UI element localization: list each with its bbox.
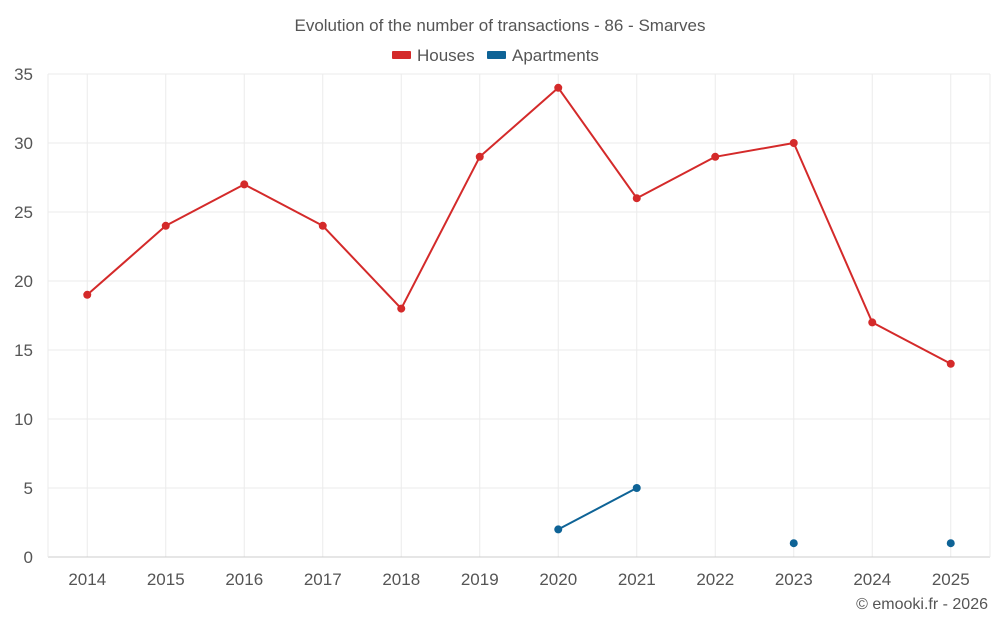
legend-swatch bbox=[487, 51, 506, 59]
x-tick-label: 2022 bbox=[696, 570, 734, 589]
point-apartments-2021[interactable] bbox=[632, 484, 641, 492]
x-tick-label: 2015 bbox=[147, 570, 185, 589]
legend-item-houses[interactable]: Houses bbox=[392, 46, 475, 65]
legend-item-apartments[interactable]: Apartments bbox=[487, 46, 599, 65]
y-tick-label: 25 bbox=[14, 203, 33, 222]
x-tick-label: 2014 bbox=[68, 570, 106, 589]
point-houses-2021[interactable] bbox=[632, 194, 641, 203]
y-tick-label: 15 bbox=[14, 341, 33, 360]
x-tick-label: 2023 bbox=[775, 570, 813, 589]
point-houses-2025[interactable] bbox=[946, 359, 955, 368]
x-tick-label: 2020 bbox=[539, 570, 577, 589]
point-apartments-2025[interactable] bbox=[946, 539, 955, 548]
x-tick-label: 2019 bbox=[461, 570, 499, 589]
chart-title: Evolution of the number of transactions … bbox=[294, 16, 705, 35]
y-tick-label: 35 bbox=[14, 65, 33, 84]
point-houses-2016[interactable] bbox=[240, 180, 249, 189]
point-houses-2019[interactable] bbox=[475, 152, 484, 161]
x-tick-label: 2016 bbox=[225, 570, 263, 589]
point-houses-2020[interactable] bbox=[554, 83, 563, 92]
x-tick-label: 2017 bbox=[304, 570, 342, 589]
point-houses-2017[interactable] bbox=[318, 221, 327, 230]
series-houses bbox=[83, 83, 955, 368]
y-tick-label: 0 bbox=[24, 548, 33, 567]
x-tick-label: 2025 bbox=[932, 570, 970, 589]
credit-label: © emooki.fr - 2026 bbox=[856, 596, 988, 613]
legend[interactable]: Houses Apartments bbox=[392, 46, 599, 65]
legend-label: Apartments bbox=[512, 46, 599, 65]
point-houses-2024[interactable] bbox=[868, 318, 877, 327]
series-layer bbox=[83, 83, 955, 548]
point-houses-2022[interactable] bbox=[711, 152, 720, 161]
x-tick-label: 2021 bbox=[618, 570, 656, 589]
point-houses-2014[interactable] bbox=[83, 290, 92, 299]
y-tick-label: 10 bbox=[14, 410, 33, 429]
x-tick-label: 2018 bbox=[382, 570, 420, 589]
legend-swatch bbox=[392, 51, 411, 59]
point-apartments-2020[interactable] bbox=[554, 525, 563, 534]
series-line-houses bbox=[86, 86, 952, 365]
x-tick-label: 2024 bbox=[853, 570, 891, 589]
legend-label: Houses bbox=[417, 46, 475, 65]
grid bbox=[48, 73, 990, 557]
y-tick-label: 20 bbox=[14, 272, 33, 291]
point-houses-2018[interactable] bbox=[397, 304, 406, 313]
y-tick-label: 5 bbox=[24, 479, 33, 498]
series-line-apartments bbox=[557, 487, 638, 531]
point-apartments-2023[interactable] bbox=[789, 539, 798, 548]
series-apartments bbox=[554, 484, 955, 548]
y-tick-label: 30 bbox=[14, 134, 33, 153]
point-houses-2023[interactable] bbox=[789, 139, 798, 147]
point-houses-2015[interactable] bbox=[161, 221, 170, 230]
